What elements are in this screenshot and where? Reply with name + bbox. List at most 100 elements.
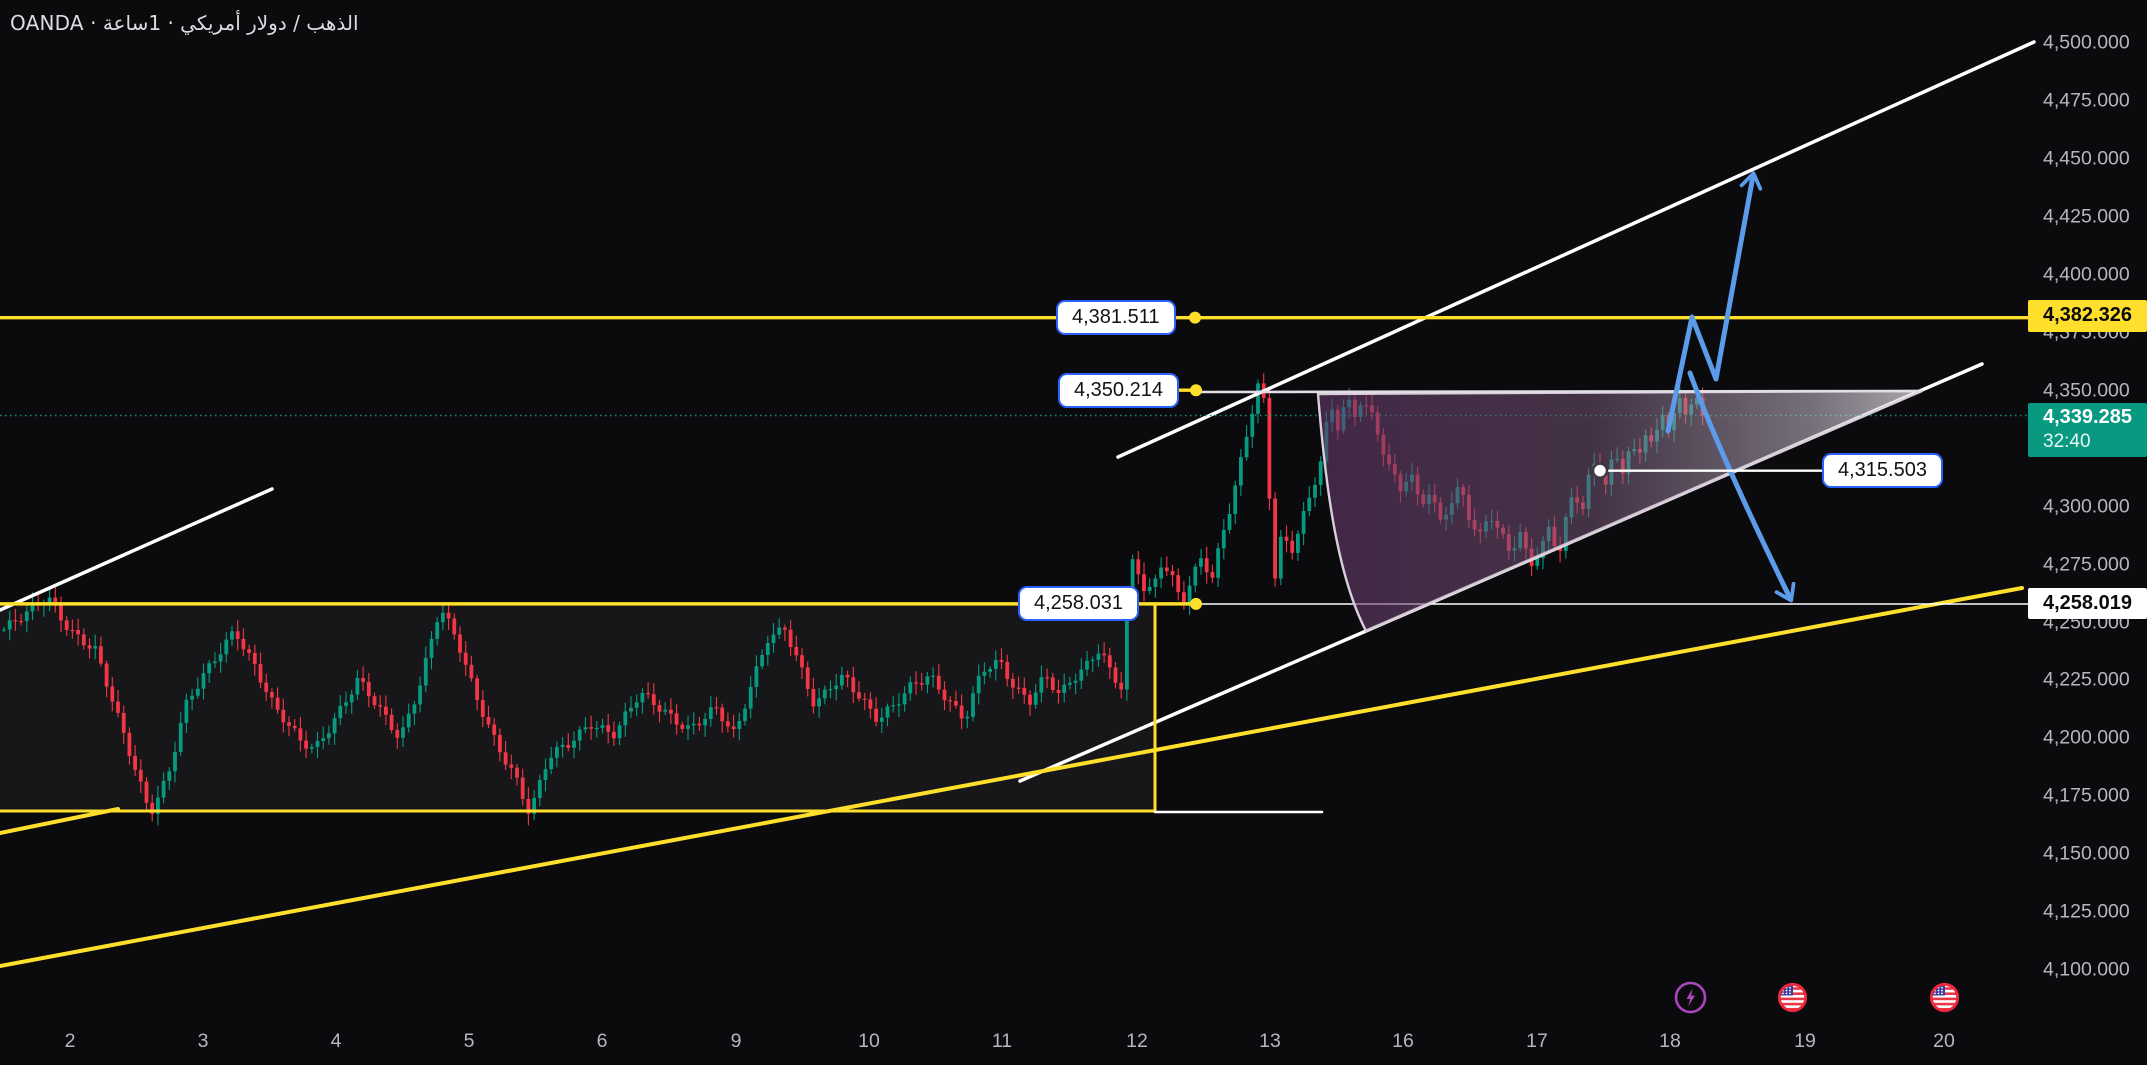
candle bbox=[412, 704, 417, 714]
candle bbox=[24, 611, 29, 622]
candle bbox=[258, 664, 263, 683]
candle bbox=[1256, 383, 1260, 414]
price-line-label-4381[interactable]: 4,381.511 bbox=[1056, 300, 1176, 336]
candle bbox=[361, 677, 365, 682]
marker-anchor-dot bbox=[1591, 462, 1609, 479]
candle bbox=[868, 699, 873, 709]
lightning-event-icon[interactable] bbox=[1674, 981, 1707, 1014]
candle bbox=[355, 677, 360, 695]
price-marker-label-4315[interactable]: 4,315.503 bbox=[1822, 452, 1943, 488]
current-price-value: 4,339.285 bbox=[2043, 406, 2132, 429]
candle bbox=[47, 597, 52, 604]
candle bbox=[908, 682, 913, 694]
candle bbox=[389, 714, 394, 730]
candle bbox=[566, 744, 571, 748]
time-tick-label: 3 bbox=[197, 1030, 209, 1052]
wedge-pattern bbox=[1316, 389, 1924, 633]
candle bbox=[292, 725, 297, 729]
candle bbox=[423, 657, 428, 686]
candle bbox=[988, 668, 992, 672]
candle bbox=[281, 709, 286, 723]
candle bbox=[1107, 655, 1112, 668]
candle bbox=[1136, 559, 1141, 575]
candle bbox=[270, 692, 274, 698]
candle bbox=[1130, 559, 1135, 611]
candle bbox=[53, 597, 58, 605]
candle bbox=[1244, 436, 1249, 458]
candle bbox=[634, 702, 639, 708]
candle bbox=[104, 663, 109, 687]
candle bbox=[275, 697, 280, 710]
time-tick-label: 6 bbox=[596, 1030, 608, 1052]
time-tick-label: 10 bbox=[858, 1030, 880, 1052]
time-tick-label: 12 bbox=[1126, 1030, 1148, 1052]
trendline-upper-channel-white bbox=[1116, 40, 2036, 459]
candle bbox=[691, 723, 696, 726]
candle bbox=[577, 729, 582, 741]
candle bbox=[1022, 687, 1027, 695]
candle bbox=[190, 695, 194, 700]
candle bbox=[771, 634, 776, 644]
candle bbox=[606, 725, 611, 732]
candle bbox=[555, 746, 559, 758]
bullish-zigzag-arrow bbox=[1665, 171, 1763, 434]
candle bbox=[583, 727, 588, 730]
candle bbox=[327, 733, 331, 739]
candle bbox=[1113, 667, 1118, 683]
candle bbox=[714, 707, 719, 709]
us-flag-event-icon[interactable] bbox=[1928, 981, 1961, 1014]
time-tick-label: 19 bbox=[1794, 1030, 1816, 1052]
candle bbox=[332, 718, 337, 734]
white-level-axis-badge: 4,258.019 bbox=[2028, 588, 2147, 620]
candle bbox=[612, 731, 616, 739]
candle bbox=[144, 781, 149, 803]
candle bbox=[1050, 677, 1055, 691]
candle bbox=[862, 698, 867, 700]
candle bbox=[617, 725, 622, 739]
candle bbox=[235, 631, 240, 639]
candle bbox=[737, 720, 742, 730]
level-anchor-dot-res-4381 bbox=[1189, 311, 1201, 324]
candle bbox=[1142, 574, 1146, 592]
candle bbox=[879, 717, 884, 722]
candle bbox=[731, 726, 736, 730]
candle bbox=[646, 692, 650, 695]
candle bbox=[1056, 690, 1061, 693]
candle bbox=[874, 708, 878, 722]
us-flag-event-icon[interactable] bbox=[1776, 981, 1809, 1014]
candle bbox=[959, 705, 964, 719]
price-line-label-4258[interactable]: 4,258.031 bbox=[1018, 586, 1139, 622]
candle bbox=[492, 724, 497, 735]
candle bbox=[640, 692, 645, 703]
price-tick-label: 4,425.000 bbox=[2043, 205, 2130, 228]
candle bbox=[1153, 578, 1158, 587]
candle bbox=[344, 702, 348, 706]
time-tick-label: 4 bbox=[330, 1030, 342, 1052]
candle bbox=[1313, 484, 1317, 498]
candle bbox=[1039, 677, 1044, 693]
candle bbox=[509, 764, 514, 768]
candle bbox=[156, 797, 160, 814]
candle bbox=[720, 707, 725, 722]
candle bbox=[498, 734, 502, 753]
candle bbox=[401, 727, 405, 738]
candle bbox=[150, 802, 155, 814]
candle bbox=[788, 629, 793, 648]
price-line-label-4350[interactable]: 4,350.214 bbox=[1058, 372, 1179, 408]
candle bbox=[999, 659, 1004, 662]
candle bbox=[993, 659, 998, 669]
time-tick-label: 20 bbox=[1933, 1030, 1955, 1052]
candle bbox=[121, 712, 126, 733]
symbol-title[interactable]: الذهب / دولار أمريكي · 1ساعة · OANDA bbox=[10, 11, 359, 35]
candle bbox=[161, 780, 166, 798]
candle bbox=[549, 757, 554, 770]
candle bbox=[1164, 567, 1169, 572]
candle bbox=[537, 780, 542, 798]
candle bbox=[794, 647, 799, 656]
candle bbox=[594, 727, 599, 730]
price-tick-label: 4,500.000 bbox=[2043, 31, 2130, 54]
candle bbox=[703, 718, 707, 726]
candle bbox=[1296, 533, 1300, 553]
